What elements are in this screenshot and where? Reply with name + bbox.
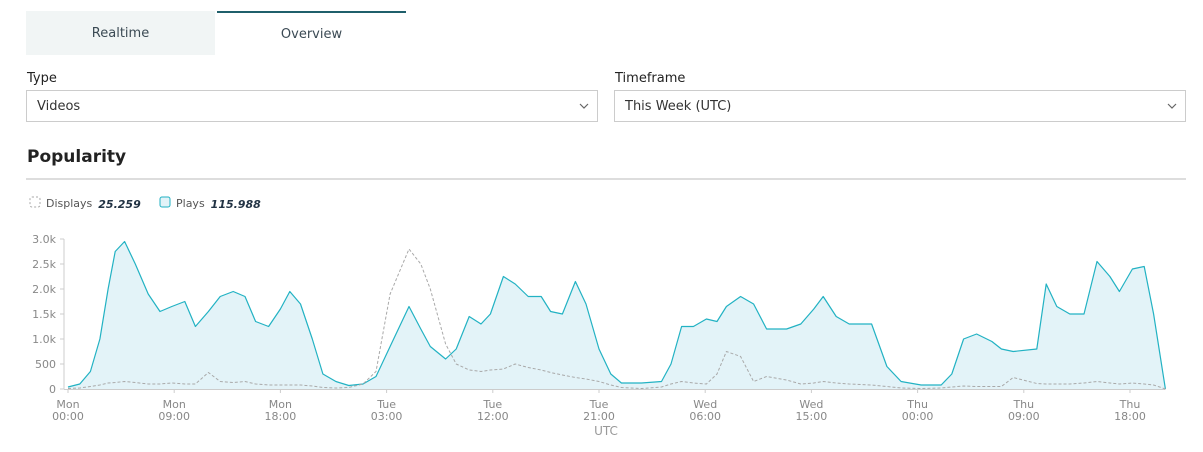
y-tick-label: 1.0k (32, 333, 56, 346)
x-tick-label: Mon 18:00 (265, 398, 297, 423)
legend-swatch (29, 196, 41, 208)
select[interactable]: Videos (26, 90, 598, 122)
select[interactable]: This Week (UTC) (614, 90, 1186, 122)
y-tick-label: 2.0k (32, 283, 56, 296)
legend-swatch (159, 196, 171, 208)
legend-name: Plays (176, 197, 205, 210)
x-tick-label: Mon 00:00 (52, 398, 84, 423)
x-tick-label: Thu 18:00 (1114, 398, 1146, 423)
filter-label: Type (27, 71, 57, 86)
select-value: Videos (37, 98, 81, 114)
x-tick-label: Mon 09:00 (158, 398, 190, 423)
filter-label: Timeframe (615, 71, 686, 86)
divider (26, 178, 1186, 180)
line (67, 240, 1166, 390)
x-tick-label: Tue 12:00 (477, 398, 509, 423)
legend-name: Displays (46, 197, 93, 210)
x-axis-label: UTC (594, 424, 618, 438)
x-tick-label: Tue 03:00 (371, 398, 403, 423)
y-tick-label: 0 (49, 383, 56, 396)
y-tick-label: 500 (35, 358, 56, 371)
y-tick-label: 2.5k (32, 258, 56, 271)
y-tick-label: 1.5k (32, 308, 56, 321)
section-title: Popularity (27, 147, 127, 167)
x-tick-label: Wed 15:00 (796, 398, 828, 423)
line (67, 248, 1166, 390)
x-tick-label: Tue 21:00 (583, 398, 615, 423)
legend-total: 115.988 (211, 198, 261, 211)
x-tick-label: Wed 06:00 (689, 398, 721, 423)
tab[interactable]: Realtime (26, 11, 215, 55)
tab-active[interactable]: Overview (217, 11, 406, 55)
chevron (1167, 103, 1177, 109)
x-tick-label: Thu 09:00 (1008, 398, 1040, 423)
select-value: This Week (UTC) (625, 98, 732, 114)
legend-total: 25.259 (98, 198, 141, 211)
y-tick-label: 3.0k (32, 233, 56, 246)
x-tick-label: Thu 00:00 (902, 398, 934, 423)
chevron (579, 103, 589, 109)
area (68, 241, 1166, 389)
